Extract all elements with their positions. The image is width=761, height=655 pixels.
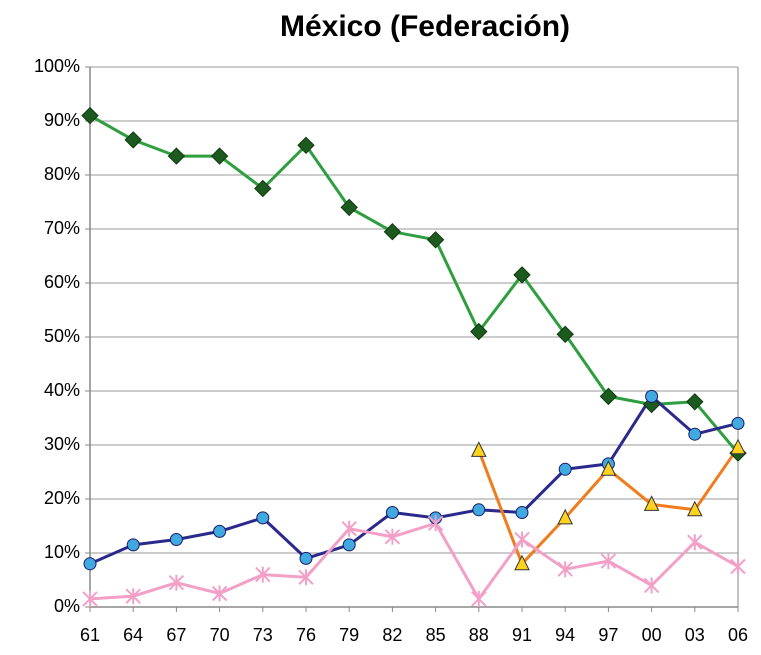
x-tick-label: 61: [80, 625, 100, 645]
diamond-marker: [210, 147, 229, 165]
x-tick-label: 79: [339, 625, 359, 645]
asterisk-marker: [730, 558, 746, 575]
x-tick-label: 91: [512, 625, 532, 645]
x-tick-label: 00: [642, 625, 662, 645]
series-line: [89, 114, 740, 455]
diamond-marker: [556, 325, 574, 344]
triangle-marker: [730, 438, 746, 455]
triangle-marker: [600, 460, 617, 476]
circle-marker: [126, 538, 140, 552]
circle-marker: [83, 557, 97, 571]
y-tick-label: 50%: [44, 326, 80, 346]
y-tick-label: 80%: [44, 164, 80, 184]
asterisk-marker: [125, 588, 141, 605]
circle-marker: [256, 511, 270, 525]
x-tick-label: 64: [123, 625, 143, 645]
diamond-marker: [426, 231, 445, 249]
circle-marker: [342, 538, 356, 552]
asterisk-marker: [643, 577, 660, 594]
asterisk-marker: [168, 574, 185, 591]
circle-marker: [731, 416, 745, 430]
diamond-marker: [254, 179, 272, 198]
x-tick-label: 67: [166, 625, 186, 645]
chart-title: México (Federación): [280, 10, 570, 43]
asterisk-marker: [255, 566, 271, 583]
diamond-marker: [383, 222, 402, 241]
diamond-marker: [81, 106, 99, 125]
x-tick-label: 88: [469, 625, 489, 645]
y-tick-label: 40%: [44, 380, 80, 400]
triangle-marker: [686, 500, 703, 517]
x-tick-label: 82: [382, 625, 402, 645]
series-line: [89, 394, 739, 566]
y-tick-label: 20%: [44, 488, 80, 508]
diamond-marker: [124, 131, 142, 149]
diamond-marker: [599, 387, 618, 406]
diamond-marker: [686, 393, 704, 411]
triangle-marker: [557, 508, 574, 525]
triangle-marker: [470, 441, 487, 457]
asterisk-marker: [514, 531, 530, 548]
asterisk-marker: [211, 585, 228, 602]
circle-marker: [213, 524, 227, 538]
diamond-marker: [167, 147, 186, 165]
x-tick-label: 73: [253, 625, 273, 645]
y-tick-label: 70%: [44, 218, 80, 238]
x-tick-label: 06: [728, 625, 748, 645]
series-line: [89, 521, 739, 601]
circle-marker: [472, 503, 486, 517]
x-tick-label: 97: [598, 625, 618, 645]
y-tick-label: 10%: [44, 542, 80, 562]
asterisk-marker: [82, 590, 98, 607]
y-tick-label: 30%: [44, 434, 80, 454]
y-tick-label: 100%: [34, 56, 80, 76]
asterisk-marker: [600, 553, 617, 570]
asterisk-marker: [384, 528, 401, 545]
asterisk-marker: [298, 569, 314, 586]
circle-marker: [515, 506, 529, 519]
asterisk-marker: [687, 534, 703, 551]
y-tick-label: 60%: [44, 272, 80, 292]
circle-marker: [558, 462, 572, 476]
triangle-marker: [643, 495, 660, 511]
y-tick-label: 0%: [54, 596, 80, 616]
triangle-marker: [514, 554, 530, 571]
x-tick-label: 85: [426, 625, 446, 645]
x-tick-label: 94: [555, 625, 575, 645]
asterisk-marker: [427, 515, 444, 532]
x-tick-label: 76: [296, 625, 316, 645]
diamond-marker: [297, 136, 315, 155]
diamond-marker: [470, 322, 488, 341]
x-tick-label: 03: [685, 625, 705, 645]
circle-marker: [299, 551, 313, 565]
circle-marker: [645, 389, 659, 403]
circle-marker: [385, 506, 399, 519]
diamond-marker: [513, 266, 531, 284]
asterisk-marker: [341, 520, 357, 537]
circle-marker: [688, 427, 702, 441]
asterisk-marker: [471, 590, 487, 607]
diamond-marker: [340, 198, 358, 217]
circle-marker: [169, 533, 183, 546]
asterisk-marker: [557, 561, 573, 578]
x-tick-label: 70: [210, 625, 230, 645]
y-tick-label: 90%: [44, 110, 80, 130]
